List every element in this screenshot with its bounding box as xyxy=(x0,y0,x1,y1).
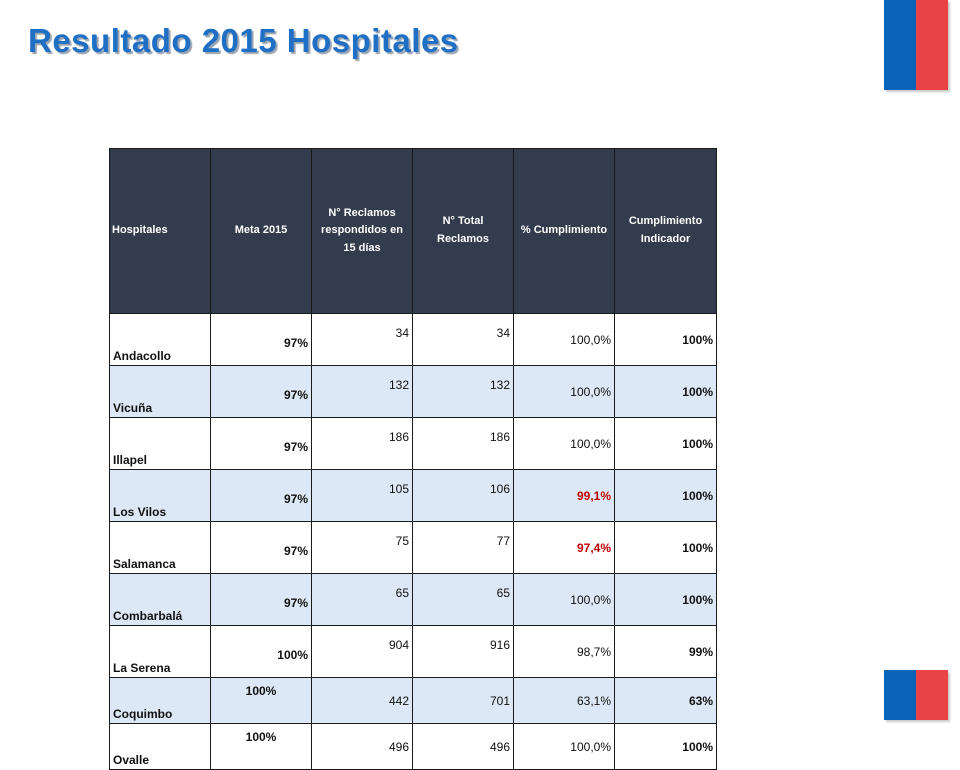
cumplimiento-indicador: 100% xyxy=(614,573,717,626)
header-total-reclamos: N° Total Reclamos xyxy=(412,148,514,314)
cumplimiento-indicador: 100% xyxy=(614,365,717,418)
meta-value: 100% xyxy=(210,723,312,770)
cumplimiento-indicador: 100% xyxy=(614,723,717,770)
porcentaje-cumplimiento: 100,0% xyxy=(513,573,615,626)
porcentaje-cumplimiento: 63,1% xyxy=(513,677,615,724)
page-title: Resultado 2015 Hospitales xyxy=(28,22,459,59)
hospital-name: Illapel xyxy=(109,417,211,470)
hospital-name: Los Vilos xyxy=(109,469,211,522)
table-row: Andacollo 97% 34 34 100,0% 100% xyxy=(109,313,717,366)
porcentaje-cumplimiento: 100,0% xyxy=(513,313,615,366)
reclamos-respondidos: 105 xyxy=(311,469,413,522)
total-reclamos: 34 xyxy=(412,313,514,366)
chile-flag-logo-bottom xyxy=(884,670,948,720)
table-row: La Serena 100% 904 916 98,7% 99% xyxy=(109,625,717,678)
reclamos-respondidos: 442 xyxy=(311,677,413,724)
meta-value: 97% xyxy=(210,469,312,522)
meta-value: 97% xyxy=(210,313,312,366)
cumplimiento-indicador: 100% xyxy=(614,417,717,470)
table-row: Combarbalá 97% 65 65 100,0% 100% xyxy=(109,573,717,626)
meta-value: 97% xyxy=(210,365,312,418)
cumplimiento-indicador: 99% xyxy=(614,625,717,678)
header-porcentaje-cumplimiento: % Cumplimiento xyxy=(513,148,615,314)
reclamos-respondidos: 496 xyxy=(311,723,413,770)
hospital-name: La Serena xyxy=(109,625,211,678)
porcentaje-cumplimiento: 99,1% xyxy=(513,469,615,522)
total-reclamos: 77 xyxy=(412,521,514,574)
porcentaje-cumplimiento: 98,7% xyxy=(513,625,615,678)
table-row: Illapel 97% 186 186 100,0% 100% xyxy=(109,417,717,470)
reclamos-respondidos: 904 xyxy=(311,625,413,678)
total-reclamos: 65 xyxy=(412,573,514,626)
chile-flag-logo-top xyxy=(884,0,948,90)
table-row: Coquimbo 100% 442 701 63,1% 63% xyxy=(109,677,717,724)
header-hospitales: Hospitales xyxy=(109,148,211,314)
reclamos-respondidos: 186 xyxy=(311,417,413,470)
hospital-name: Salamanca xyxy=(109,521,211,574)
meta-value: 97% xyxy=(210,573,312,626)
hospital-name: Vicuña xyxy=(109,365,211,418)
cumplimiento-indicador: 100% xyxy=(614,313,717,366)
hospital-name: Ovalle xyxy=(109,723,211,770)
hospital-name: Combarbalá xyxy=(109,573,211,626)
total-reclamos: 186 xyxy=(412,417,514,470)
header-reclamos-respondidos: N° Reclamos respondidos en 15 días xyxy=(311,148,413,314)
total-reclamos: 916 xyxy=(412,625,514,678)
cumplimiento-indicador: 63% xyxy=(614,677,717,724)
meta-value: 100% xyxy=(210,677,312,724)
cumplimiento-indicador: 100% xyxy=(614,521,717,574)
hospital-name: Andacollo xyxy=(109,313,211,366)
reclamos-respondidos: 75 xyxy=(311,521,413,574)
meta-value: 97% xyxy=(210,417,312,470)
table-row: Los Vilos 97% 105 106 99,1% 100% xyxy=(109,469,717,522)
meta-value: 97% xyxy=(210,521,312,574)
flag-red-stripe xyxy=(916,0,948,90)
flag-blue-stripe xyxy=(884,670,916,720)
table-row: Salamanca 97% 75 77 97,4% 100% xyxy=(109,521,717,574)
results-table: Hospitales Meta 2015 N° Reclamos respond… xyxy=(109,148,717,770)
reclamos-respondidos: 34 xyxy=(311,313,413,366)
flag-red-stripe xyxy=(916,670,948,720)
porcentaje-cumplimiento: 100,0% xyxy=(513,365,615,418)
total-reclamos: 496 xyxy=(412,723,514,770)
total-reclamos: 132 xyxy=(412,365,514,418)
table-header-row: Hospitales Meta 2015 N° Reclamos respond… xyxy=(109,148,717,314)
header-meta: Meta 2015 xyxy=(210,148,312,314)
header-cumplimiento-indicador: Cumplimiento Indicador xyxy=(614,148,717,314)
porcentaje-cumplimiento: 97,4% xyxy=(513,521,615,574)
porcentaje-cumplimiento: 100,0% xyxy=(513,723,615,770)
flag-blue-stripe xyxy=(884,0,916,90)
total-reclamos: 701 xyxy=(412,677,514,724)
table-row: Ovalle 100% 496 496 100,0% 100% xyxy=(109,723,717,770)
meta-value: 100% xyxy=(210,625,312,678)
total-reclamos: 106 xyxy=(412,469,514,522)
reclamos-respondidos: 65 xyxy=(311,573,413,626)
porcentaje-cumplimiento: 100,0% xyxy=(513,417,615,470)
table-row: Vicuña 97% 132 132 100,0% 100% xyxy=(109,365,717,418)
cumplimiento-indicador: 100% xyxy=(614,469,717,522)
hospital-name: Coquimbo xyxy=(109,677,211,724)
reclamos-respondidos: 132 xyxy=(311,365,413,418)
